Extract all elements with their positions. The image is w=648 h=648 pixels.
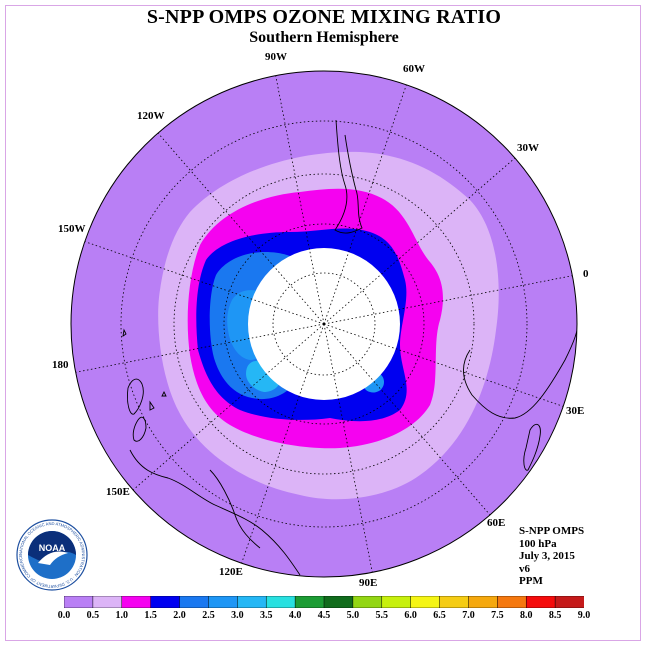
latitude-circle-60s [223,223,425,425]
colorbar-cell [323,596,354,608]
figure-frame [5,5,641,641]
colorbar-tick-label: 7.0 [462,610,475,621]
colorbar-tick-label: 8.0 [519,610,533,621]
colorbar [64,596,584,608]
colorbar-tick-label: 6.0 [404,610,417,621]
africa-coast [463,321,577,419]
info-product: S-NPP OMPS [519,525,585,537]
logo-upper-half [28,531,76,562]
colorbar-cell [439,596,469,608]
info-units: PPM [519,575,543,587]
island-2 [149,400,155,411]
south-america-coast [334,119,363,234]
info-date: July 3, 2015 [519,550,575,562]
product-info: S-NPP OMPS 100 hPa July 3, 2015 v6 PPM [519,525,584,588]
colorbar-cell [150,596,181,608]
colorbar-tick-label: 7.5 [491,610,504,621]
longitude-label-90w: 90W [265,51,287,63]
colorbar-cell [265,596,296,608]
colorbar-tick-label: 3.0 [231,610,244,621]
colorbar-tick-label: 1.0 [115,610,129,621]
latitude-circle-40s [120,120,528,528]
colorbar-cell [121,596,152,608]
island-3 [161,390,167,397]
latitude-circle-50s [173,173,475,475]
colorbar-tick-label: 3.5 [259,610,273,621]
colorbar-tick-label: 0.0 [57,610,71,621]
logo-bird [38,551,68,565]
longitude-label-60e: 60E [487,517,506,529]
colorbar-tick-label: 9.0 [577,610,591,621]
longitude-label-30e: 30E [566,405,585,417]
colorbar-tick-label: 6.5 [433,610,446,621]
colorbar-cell [237,596,267,608]
colorbar-cells [64,596,584,608]
colorbar-tick-label: 5.5 [375,610,389,621]
info-level: 100 hPa [519,537,557,550]
colorbar-cell [554,596,584,608]
colorbar-tick-label: 0.5 [86,610,100,621]
longitude-label-120w: 120W [137,110,165,122]
island-1 [122,328,127,337]
map-title: S-NPP OMPS OZONE MIXING RATIO [146,6,502,28]
longitude-label-150w: 150W [58,223,86,235]
colorbar-cell [179,596,209,608]
longitude-label-180: 180 [52,359,69,371]
longitude-label-120e: 120E [219,566,243,578]
graticule [75,75,573,573]
longitude-label-60w: 60W [403,63,425,75]
colorbar-cell [525,596,556,608]
colorbar-cell [208,596,238,608]
south-pole-marker [322,322,326,326]
colorbar-tick-label: 5.0 [346,610,360,621]
logo-wordmark: NOAA [39,543,66,553]
colorbar-cell [381,596,412,608]
info-version: v6 [519,562,530,575]
colorbar-cell [92,596,123,608]
longitude-label-0: 0 [583,268,589,280]
map-boundary [70,70,578,578]
longitude-label-90e: 90E [359,577,378,589]
noaa-logo: NATIONAL OCEANIC AND ATMOSPHERIC ADMINIS… [16,519,88,591]
colorbar-cell [410,596,441,608]
australia-coast [129,449,301,576]
colorbar-cell [64,596,94,608]
colorbar-cell [497,596,527,608]
longitude-label-150e: 150E [106,486,130,498]
new-zealand-coast [127,378,147,442]
colorbar-cell [468,596,498,608]
colorbar-tick-label: 2.0 [173,610,186,621]
colorbar-tick-label: 1.5 [144,610,157,621]
longitude-label-30w: 30W [517,142,539,154]
colorbar-cell [352,596,383,608]
colorbar-cell [294,596,325,608]
colorbar-tick-label: 8.5 [548,610,562,621]
latitude-circle-70s [272,272,376,376]
colorbar-tick-label: 4.0 [288,610,302,621]
colorbar-tick-label: 4.5 [317,610,331,621]
map-subtitle: Southern Hemisphere [249,29,399,46]
madagascar-coast [523,423,541,471]
colorbar-tick-label: 2.5 [202,610,215,621]
